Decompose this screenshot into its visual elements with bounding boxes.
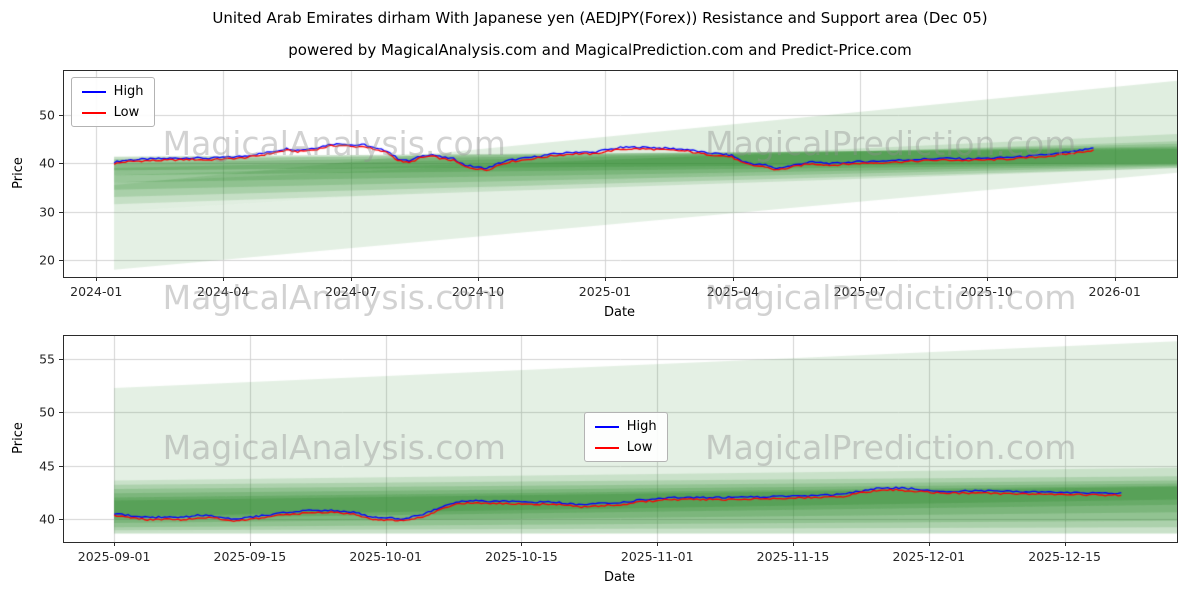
legend-line-swatch <box>594 425 619 428</box>
legend-label: High <box>113 84 144 100</box>
x-tick-mark <box>351 277 353 281</box>
x-tick-label: 2024-07 <box>325 284 378 299</box>
x-tick-label: 2025-11-01 <box>620 549 694 564</box>
y-tick-label: 40 <box>39 511 55 527</box>
x-tick-label: 2025-01 <box>578 284 632 299</box>
legend-item-low: Low <box>81 105 144 121</box>
x-tick-mark <box>732 277 734 281</box>
x-tick-mark <box>478 277 480 281</box>
y-tick-label: 55 <box>39 351 55 367</box>
x-tick-mark <box>986 277 988 281</box>
legend-line-swatch <box>81 90 106 93</box>
x-tick-mark <box>928 542 930 546</box>
y-tick-mark <box>59 260 63 262</box>
figure-subtitle: powered by MagicalAnalysis.com and Magic… <box>288 41 912 59</box>
legend-item-high: High <box>81 84 144 100</box>
bottom-chart-plot-area: 2025-09-01 2025-09-15 2025-10-01 2025-10-15… <box>39 335 1178 564</box>
x-tick-mark <box>249 542 251 546</box>
y-tick-mark <box>59 465 63 467</box>
legend-line-swatch <box>594 446 619 449</box>
legend-label: High <box>626 419 657 435</box>
figure-title: United Arab Emirates dirham With Japanes… <box>212 9 988 27</box>
y-tick-mark <box>59 412 63 414</box>
x-tick-mark <box>521 542 523 546</box>
x-tick-label: 2025-11-15 <box>756 549 830 564</box>
x-tick-mark <box>223 277 225 281</box>
bottom-chart-legend: High Low <box>583 412 668 463</box>
legend-label: Low <box>113 105 140 121</box>
bottom-chart-x-axis-label: Date <box>603 570 636 585</box>
x-tick-label: 2025-12-15 <box>1028 549 1101 564</box>
top-chart-canvas <box>64 71 1177 277</box>
top-chart: Price 2024-01 2024-04 2024-07 2024-10 2025-0… <box>11 70 1178 320</box>
x-tick-label: 2025-09-15 <box>213 549 287 564</box>
y-tick-label: 50 <box>39 404 55 420</box>
legend-line-swatch <box>81 111 106 114</box>
x-tick-label: 2025-07 <box>833 284 886 299</box>
x-tick-mark <box>604 277 606 281</box>
y-tick-mark <box>59 114 63 116</box>
y-tick-label: 40 <box>39 155 55 171</box>
y-tick-mark <box>59 518 63 520</box>
y-tick-label: 45 <box>39 458 55 474</box>
top-chart-legend: High Low <box>70 77 155 128</box>
x-tick-label: 2024-10 <box>451 284 505 299</box>
y-tick-mark <box>59 211 63 213</box>
x-tick-label: 2025-10-15 <box>485 549 558 564</box>
x-tick-mark <box>385 542 387 546</box>
watermark-prediction: MagicalPrediction.com <box>705 278 1077 317</box>
x-tick-label: 2025-10 <box>960 284 1013 299</box>
y-tick-label: 50 <box>39 107 55 123</box>
bottom-chart: Price 2025-09-01 2025-09-15 2025-10-01 2025… <box>11 335 1178 585</box>
x-tick-label: 2024-01 <box>70 284 123 299</box>
watermark-analysis: MagicalAnalysis.com <box>162 278 506 317</box>
legend-label: Low <box>626 440 653 456</box>
x-tick-label: 2025-12-01 <box>892 549 966 564</box>
x-tick-label: 2025-10-01 <box>349 549 422 564</box>
x-tick-mark <box>1114 277 1116 281</box>
y-tick-label: 30 <box>39 204 55 220</box>
x-tick-mark <box>657 542 659 546</box>
x-tick-mark <box>114 542 116 546</box>
x-tick-mark <box>793 542 794 546</box>
x-tick-mark <box>859 277 861 281</box>
x-tick-label: 2025-09-01 <box>77 549 151 564</box>
x-tick-mark <box>1064 542 1066 546</box>
x-tick-mark <box>96 277 98 281</box>
y-tick-mark <box>59 359 63 361</box>
x-tick-label: 2025-04 <box>706 284 760 299</box>
top-chart-y-axis-label: Price <box>11 157 26 189</box>
legend-item-low: Low <box>594 440 657 456</box>
legend-item-high: High <box>594 419 657 435</box>
y-tick-label: 20 <box>39 252 55 268</box>
x-tick-label: 2026-01 <box>1088 284 1141 299</box>
bottom-chart-y-axis-label: Price <box>11 422 26 454</box>
x-tick-label: 2024-04 <box>197 284 250 299</box>
top-chart-plot-area: 2024-01 2024-04 2024-07 2024-10 2025-01 2025-… <box>39 70 1178 299</box>
y-tick-mark <box>59 163 63 165</box>
top-chart-x-axis-label: Date <box>603 305 636 320</box>
